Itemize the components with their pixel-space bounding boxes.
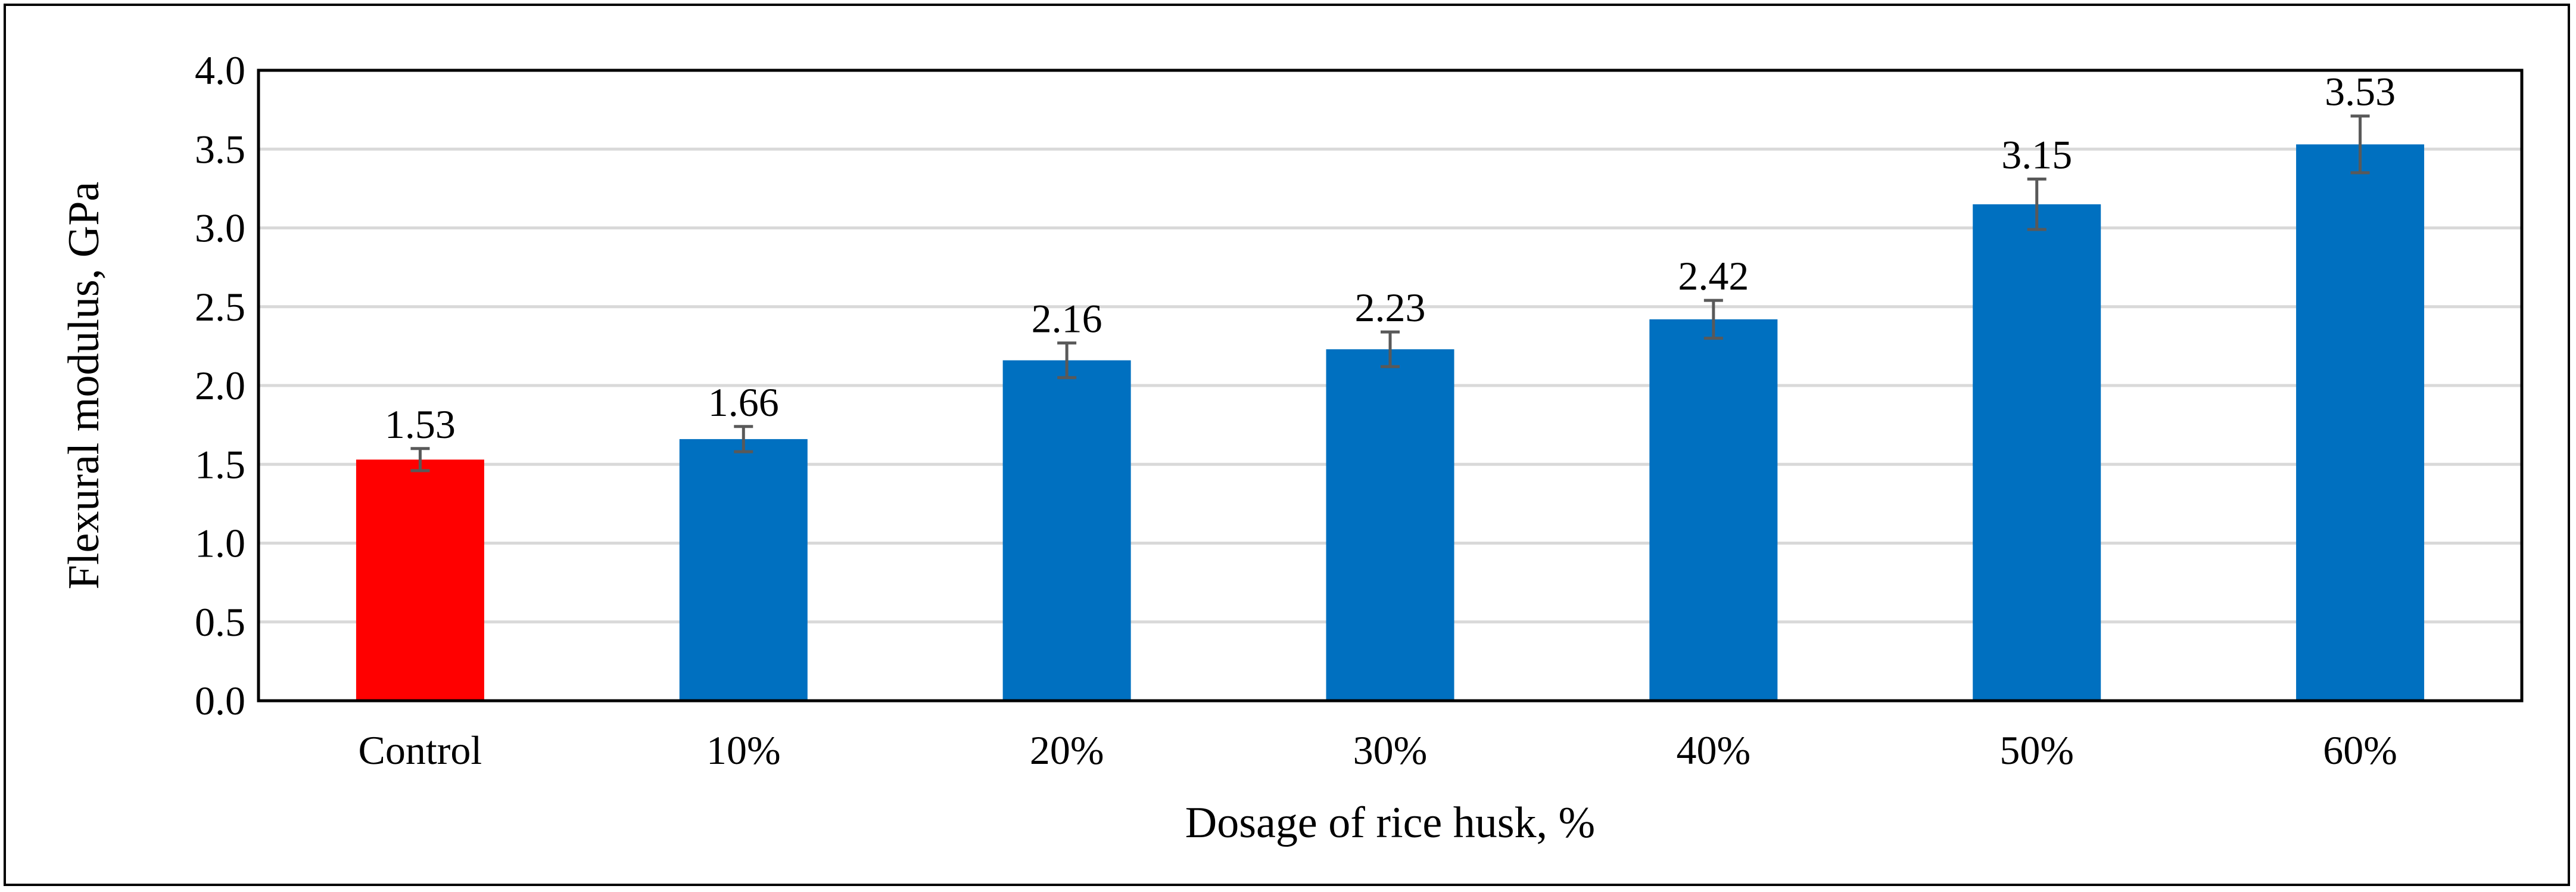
x-tick-label: 50% [1999, 728, 2074, 773]
x-tick-label: 60% [2323, 728, 2397, 773]
bar [356, 459, 484, 701]
data-label: 2.42 [1678, 253, 1749, 299]
y-tick-label: 2.0 [195, 363, 245, 408]
bar [1973, 204, 2101, 701]
x-tick-label: 40% [1677, 728, 1751, 773]
x-tick-label: 10% [706, 728, 781, 773]
error-bar [2027, 178, 2047, 231]
y-tick-label: 3.5 [195, 126, 245, 172]
error-bars [410, 114, 2370, 473]
chart-frame [4, 4, 2570, 886]
bar [2296, 144, 2425, 701]
data-label: 2.16 [1032, 296, 1102, 341]
x-axis-title: Dosage of rice husk, % [1185, 798, 1595, 847]
bar [1326, 349, 1454, 701]
error-bar [2350, 114, 2370, 175]
y-tick-label: 1.5 [195, 442, 245, 487]
data-label: 1.53 [385, 402, 456, 447]
data-label: 3.15 [2001, 132, 2072, 178]
error-bar [410, 447, 430, 473]
y-tick-label: 0.5 [195, 599, 245, 645]
y-tick-label: 2.5 [195, 284, 245, 330]
x-axis-tick-labels: Control 10% 20% 30% 40% 50% 60% [359, 728, 2397, 773]
bar [1649, 319, 1778, 701]
x-tick-label: Control [359, 728, 482, 773]
error-bar [1057, 341, 1077, 380]
plot-area-border [257, 69, 2524, 703]
gridlines [258, 147, 2522, 624]
data-label: 1.66 [708, 380, 779, 425]
x-tick-label: 20% [1030, 728, 1104, 773]
data-labels: 1.53 1.66 2.16 2.23 2.42 3.15 3.53 [385, 69, 2396, 447]
y-tick-label: 3.0 [195, 206, 245, 251]
error-bar [734, 425, 753, 453]
bar [1002, 360, 1131, 701]
error-bar [1703, 299, 1723, 340]
y-tick-label: 1.0 [195, 521, 245, 566]
y-axis-title: Flexural modulus, GPa [60, 182, 108, 589]
y-axis-tick-labels: 0.0 0.5 1.0 1.5 2.0 2.5 3.0 3.5 4.0 [195, 48, 245, 723]
bars [356, 144, 2425, 701]
x-tick-label: 30% [1353, 728, 1428, 773]
y-tick-label: 0.0 [195, 678, 245, 723]
error-bar [1381, 330, 1400, 368]
bar [679, 439, 808, 701]
data-label: 3.53 [2325, 69, 2396, 114]
data-label: 2.23 [1355, 285, 1426, 330]
y-tick-label: 4.0 [195, 48, 245, 93]
